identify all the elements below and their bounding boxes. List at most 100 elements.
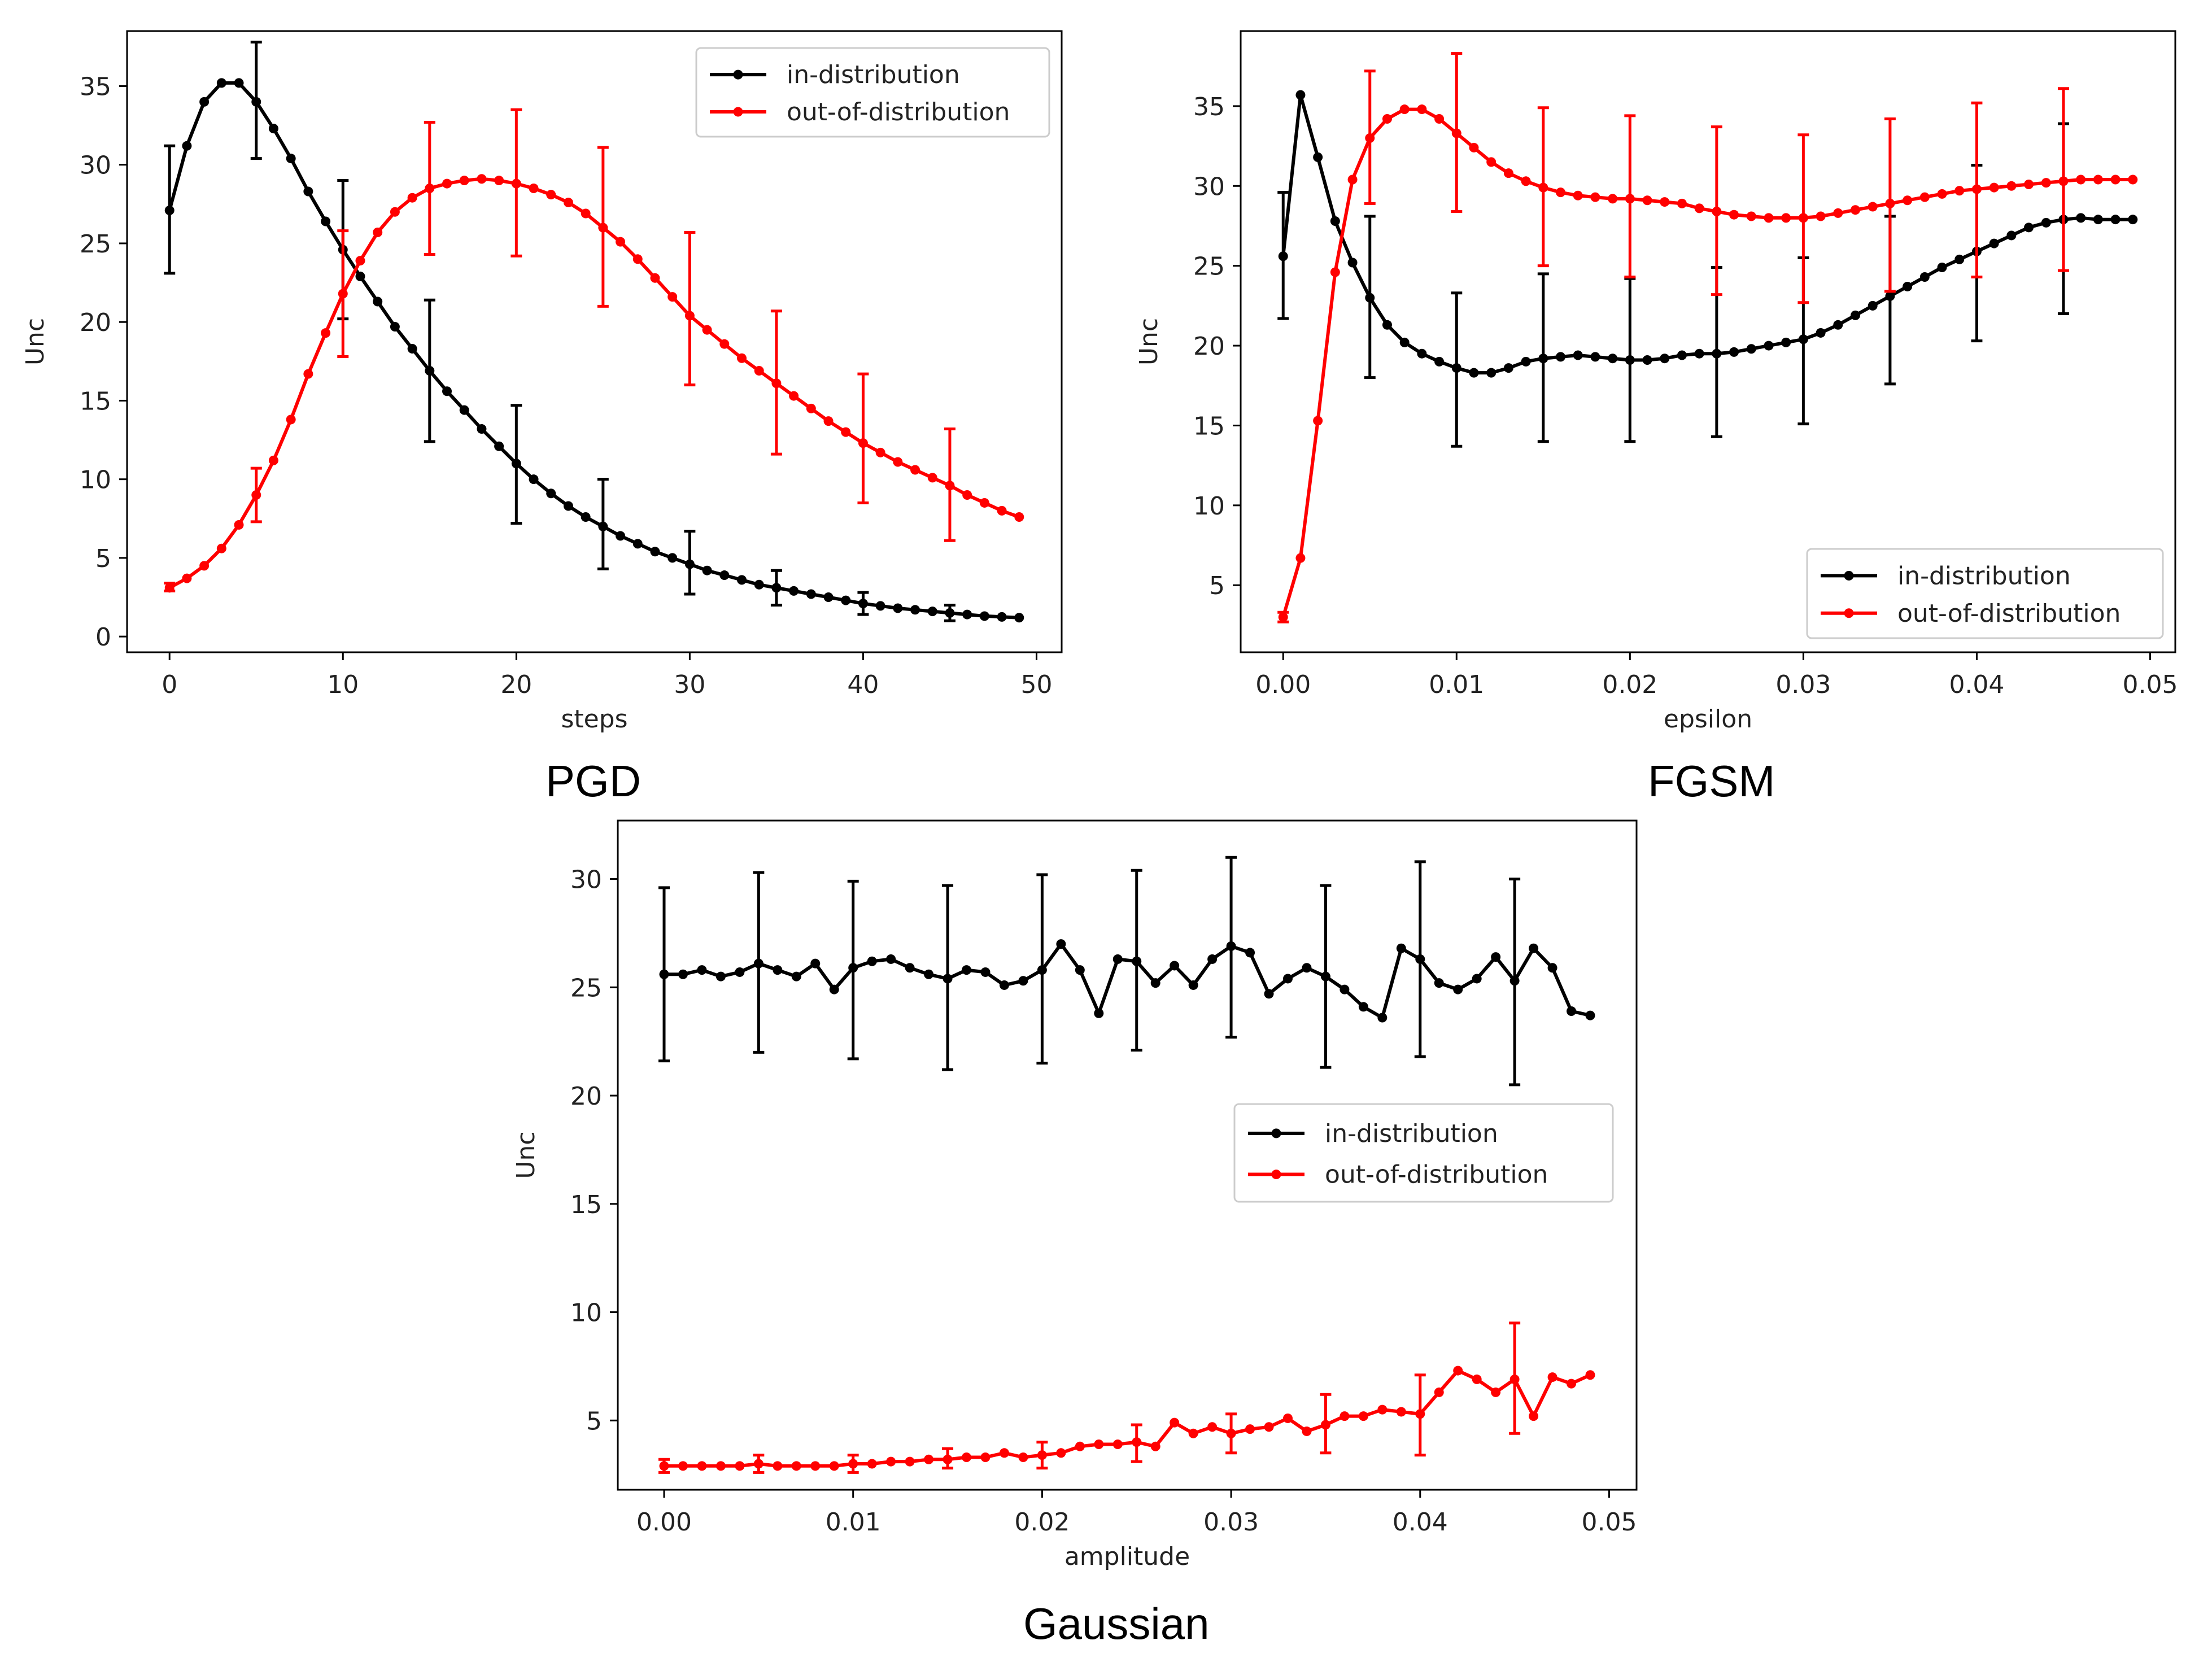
fgsm-out-of-distribution-point bbox=[1660, 197, 1670, 207]
fgsm-in-distribution-point bbox=[2006, 230, 2017, 241]
fgsm-out-of-distribution-point bbox=[2110, 175, 2121, 185]
pgd-in-distribution-point bbox=[390, 322, 400, 332]
gaussian-out-of-distribution-point bbox=[1302, 1426, 1312, 1436]
fgsm-y-tick-label: 10 bbox=[1193, 492, 1225, 521]
gaussian-in-distribution-point bbox=[1112, 954, 1123, 964]
pgd-out-of-distribution-point bbox=[997, 505, 1007, 516]
pgd-in-distribution-point bbox=[979, 611, 989, 621]
fgsm-out-of-distribution-point bbox=[1816, 211, 1826, 221]
fgsm-in-distribution-point bbox=[1660, 354, 1670, 364]
pgd-out-of-distribution-point bbox=[182, 573, 192, 583]
fgsm-in-distribution-point bbox=[1677, 350, 1687, 360]
gaussian-out-of-distribution-point bbox=[1567, 1379, 1577, 1389]
fgsm-in-distribution-point bbox=[1503, 363, 1513, 373]
fgsm-out-of-distribution-point bbox=[1729, 210, 1739, 220]
pgd-y-axis-label: Unc bbox=[21, 318, 50, 365]
fgsm-legend-in-distribution-label: in-distribution bbox=[1897, 561, 2071, 590]
fgsm-in-distribution-point bbox=[1781, 337, 1791, 347]
fgsm-in-distribution-point bbox=[1868, 300, 1878, 311]
gaussian-out-of-distribution-point bbox=[735, 1461, 745, 1471]
fgsm-out-of-distribution-point bbox=[2006, 181, 2017, 191]
fgsm-out-of-distribution-point bbox=[1347, 175, 1358, 185]
fgsm-in-distribution-point bbox=[1521, 356, 1531, 367]
gaussian-in-distribution-point bbox=[924, 969, 934, 979]
gaussian-x-tick-label: 0.00 bbox=[636, 1508, 692, 1537]
gaussian-out-of-distribution-point bbox=[924, 1454, 934, 1464]
gaussian-out-of-distribution-point bbox=[810, 1461, 821, 1471]
fgsm-out-of-distribution-point bbox=[1313, 416, 1323, 426]
pgd-chart: 0 10 20 30 40 50 0 5 10 15 20 25 30 35 steps Unc in-dist… bbox=[21, 30, 1063, 734]
gaussian-in-distribution-point bbox=[715, 971, 726, 982]
fgsm-in-distribution-point bbox=[1746, 344, 1756, 354]
gaussian-out-of-distribution-point bbox=[1264, 1422, 1274, 1432]
fgsm-out-of-distribution-point bbox=[2076, 175, 2086, 185]
pgd-in-distribution-point bbox=[927, 607, 937, 617]
pgd-out-of-distribution-point bbox=[286, 415, 296, 425]
fgsm-out-of-distribution-point bbox=[1850, 205, 1860, 215]
fgsm-y-tick-label: 20 bbox=[1193, 332, 1225, 361]
pgd-out-of-distribution-point bbox=[234, 520, 244, 530]
pgd-in-distribution-point bbox=[477, 424, 487, 434]
fgsm-y-tick-label: 15 bbox=[1193, 412, 1225, 440]
pgd-out-of-distribution-point bbox=[702, 325, 712, 335]
fgsm-out-of-distribution-point bbox=[1642, 195, 1652, 206]
gaussian-y-tick-label: 5 bbox=[586, 1407, 602, 1436]
caption-pgd: PGD bbox=[546, 756, 642, 806]
fgsm-in-distribution-point bbox=[1590, 352, 1600, 362]
fgsm-out-of-distribution-point bbox=[1503, 168, 1513, 178]
fgsm-y-tick-label: 25 bbox=[1193, 252, 1225, 281]
gaussian-in-distribution-point bbox=[905, 963, 915, 973]
pgd-out-of-distribution-point bbox=[806, 403, 816, 413]
pgd-out-of-distribution-point bbox=[875, 447, 885, 457]
pgd-in-distribution-point bbox=[234, 78, 244, 88]
gaussian-in-distribution-point bbox=[1245, 948, 1255, 958]
gaussian-in-distribution-point bbox=[1547, 963, 1557, 973]
fgsm-out-of-distribution-point bbox=[1903, 195, 1913, 206]
gaussian-in-distribution-point bbox=[867, 956, 877, 966]
gaussian-out-of-distribution-point bbox=[1491, 1387, 1501, 1397]
fgsm-in-distribution-point bbox=[1486, 368, 1497, 378]
fgsm-in-distribution-point bbox=[1295, 90, 1306, 100]
pgd-out-of-distribution-point bbox=[719, 339, 730, 349]
pgd-in-distribution-point bbox=[632, 539, 643, 549]
gaussian-in-distribution-point bbox=[962, 965, 972, 975]
gaussian-in-distribution-point bbox=[1188, 980, 1198, 990]
gaussian-in-distribution-point bbox=[829, 984, 839, 994]
gaussian-legend-box bbox=[1233, 1103, 1614, 1203]
gaussian-y-tick-label: 15 bbox=[570, 1190, 602, 1219]
gaussian-in-distribution-point bbox=[1264, 989, 1274, 999]
pgd-in-distribution-point bbox=[789, 586, 799, 596]
gaussian-out-of-distribution-point bbox=[905, 1456, 915, 1467]
gaussian-legend-in-distribution-marker bbox=[1271, 1128, 1281, 1139]
pgd-in-distribution-point bbox=[182, 141, 192, 151]
pgd-in-distribution-point bbox=[962, 609, 972, 620]
fgsm-y-tick-label: 5 bbox=[1209, 572, 1225, 600]
gaussian-out-of-distribution-point bbox=[1434, 1387, 1444, 1397]
gaussian-out-of-distribution-point bbox=[1018, 1452, 1028, 1462]
gaussian-in-distribution-line bbox=[664, 942, 1591, 1019]
gaussian-out-of-distribution-point bbox=[1340, 1411, 1350, 1421]
pgd-in-distribution-point bbox=[442, 386, 452, 396]
gaussian-out-of-distribution-point bbox=[773, 1461, 783, 1471]
gaussian-in-distribution-point bbox=[1491, 952, 1501, 962]
pgd-y-tick-label: 10 bbox=[80, 466, 111, 495]
gaussian-out-of-distribution-point bbox=[1112, 1439, 1123, 1449]
gaussian-in-distribution-point bbox=[735, 967, 745, 977]
pgd-out-of-distribution-point bbox=[1014, 512, 1024, 522]
pgd-out-of-distribution-point bbox=[754, 366, 764, 376]
pgd-x-tick-label: 20 bbox=[500, 670, 532, 699]
pgd-out-of-distribution-point bbox=[927, 473, 937, 483]
gaussian-out-of-distribution-point bbox=[1377, 1404, 1388, 1415]
fgsm-in-distribution-point bbox=[2128, 215, 2138, 225]
pgd-in-distribution-point bbox=[616, 531, 626, 541]
pgd-in-distribution-point bbox=[1014, 613, 1024, 623]
gaussian-in-distribution-point bbox=[1529, 943, 1539, 953]
pgd-y-tick-label: 5 bbox=[95, 544, 111, 573]
pgd-out-of-distribution-point bbox=[893, 457, 903, 467]
fgsm-in-distribution-point bbox=[1642, 355, 1652, 365]
pgd-out-of-distribution-point bbox=[321, 328, 331, 338]
fgsm-in-distribution-point bbox=[1833, 320, 1843, 330]
gaussian-in-distribution-point bbox=[1453, 984, 1463, 994]
fgsm-legend-in-distribution-marker bbox=[1844, 570, 1854, 581]
